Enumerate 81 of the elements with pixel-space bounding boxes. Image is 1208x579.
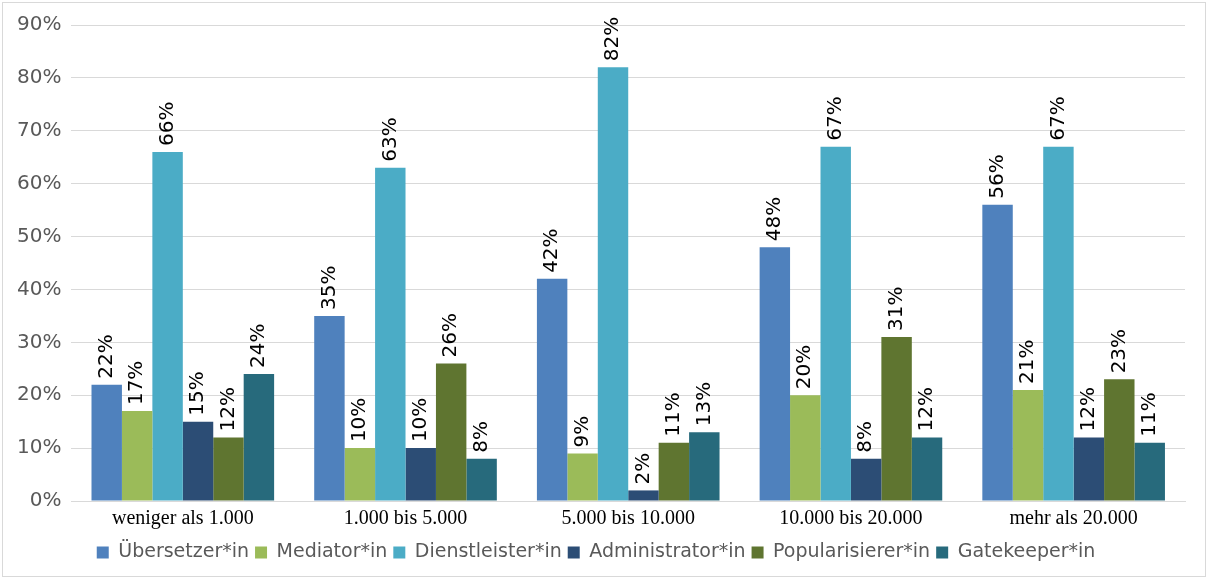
bar (1073, 437, 1105, 501)
bar (911, 437, 943, 501)
x-tick-label: 10.000 bis 20.000 (779, 506, 923, 529)
legend-label: Übersetzer*in (118, 539, 250, 562)
legend-label: Administrator*in (589, 539, 746, 562)
x-tick-label: mehr als 20.000 (1009, 506, 1138, 529)
data-label: 10% (346, 397, 371, 443)
data-label: 9% (568, 415, 593, 448)
bar (597, 67, 629, 501)
y-tick-label: 60% (17, 169, 62, 194)
bar (152, 151, 183, 501)
x-tick-label: 5.000 bis 10.000 (561, 506, 695, 529)
bar (466, 458, 497, 501)
y-tick-label: 10% (17, 434, 62, 459)
data-label: 23% (1105, 328, 1130, 374)
data-label: 8% (852, 420, 877, 453)
legend-label: Gatekeeper*in (957, 539, 1096, 562)
data-label: 82% (599, 16, 624, 62)
bar (243, 374, 275, 501)
bar (1012, 389, 1044, 501)
y-tick-label: 50% (17, 222, 62, 247)
y-tick-label: 90% (17, 11, 62, 36)
bar (759, 247, 791, 501)
bar (213, 437, 244, 501)
bar (435, 363, 467, 501)
data-label: 67% (1044, 96, 1069, 141)
bar (405, 448, 436, 501)
data-label: 26% (437, 313, 462, 358)
legend-label: Popularisierer*in (773, 539, 931, 562)
y-tick-label: 80% (17, 64, 62, 89)
x-tick-label: weniger als 1.000 (111, 506, 254, 530)
data-label: 20% (791, 344, 816, 390)
bar (982, 204, 1013, 501)
data-label: 11% (660, 392, 685, 437)
bar (91, 384, 122, 501)
data-label: 67% (821, 96, 846, 141)
bar (121, 411, 153, 501)
y-tick-label: 70% (17, 116, 62, 141)
data-label: 56% (983, 154, 1008, 199)
data-label: 42% (538, 228, 563, 273)
bar (375, 167, 406, 501)
bar (314, 315, 345, 501)
bar (567, 453, 598, 501)
bar (1134, 442, 1165, 501)
data-label: 10% (406, 397, 431, 443)
bar (820, 146, 851, 501)
data-label: 63% (376, 117, 401, 162)
bar (182, 421, 214, 501)
data-label: 22% (92, 334, 117, 379)
bar (1104, 379, 1135, 501)
bar (850, 458, 882, 501)
bar (536, 278, 568, 501)
y-tick-label: 40% (17, 275, 62, 300)
data-label: 2% (629, 452, 654, 485)
data-label: 17% (123, 360, 148, 406)
data-label: 31% (882, 286, 907, 332)
data-label: 12% (913, 387, 938, 432)
data-label: 12% (1075, 387, 1100, 432)
legend-label: Dienstleister*in (414, 539, 562, 562)
data-label: 21% (1014, 339, 1039, 384)
bar (790, 395, 821, 501)
data-label: 11% (1135, 392, 1160, 437)
data-label: 35% (315, 265, 340, 310)
data-label: 12% (214, 387, 239, 432)
bar (689, 432, 720, 501)
x-tick-label: 1.000 bis 5.000 (343, 506, 468, 529)
data-label: 15% (184, 371, 209, 416)
y-tick-label: 30% (17, 328, 62, 353)
bar (881, 337, 912, 501)
data-label: 8% (467, 420, 492, 453)
data-label: 13% (690, 381, 715, 427)
bar (1043, 146, 1074, 501)
data-label: 48% (761, 196, 786, 242)
y-tick-label: 20% (17, 381, 62, 406)
bar (658, 442, 690, 501)
data-label: 24% (245, 323, 270, 369)
legend-label: Mediator*in (276, 539, 388, 562)
bar (628, 490, 659, 501)
data-label: 66% (153, 101, 178, 146)
y-tick-label: 0% (29, 487, 62, 512)
bar (344, 448, 376, 501)
